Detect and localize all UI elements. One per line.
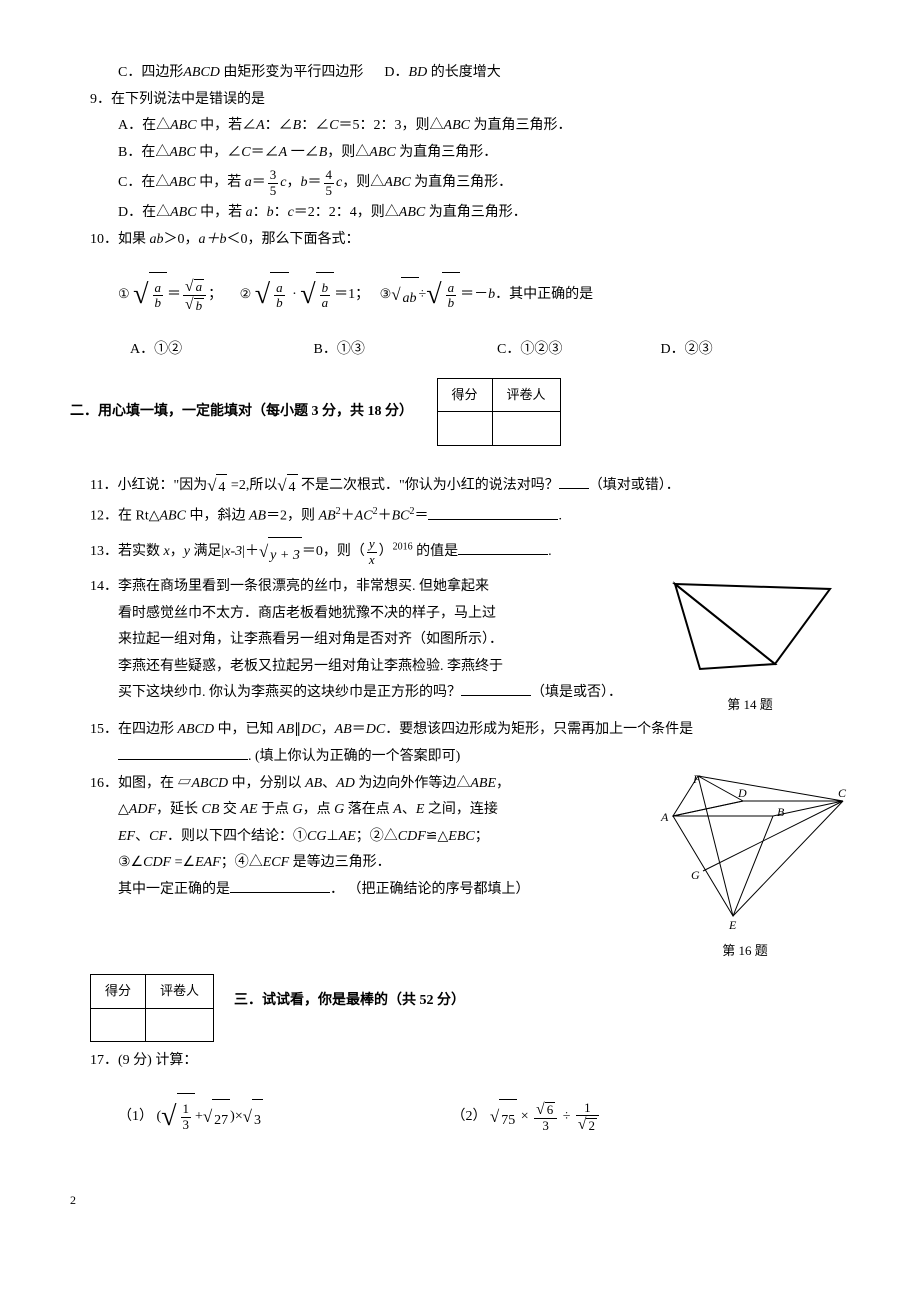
q10-optC: C．①②③ <box>497 337 657 364</box>
q14-caption: 第 14 题 <box>650 693 850 718</box>
svg-text:C: C <box>838 786 847 800</box>
q14-svg <box>660 574 840 684</box>
q9-optA: A．在△ABC 中，若∠A：∠B：∠C＝5：2：3，则△ABC 为直角三角形． <box>70 113 850 140</box>
q17-stem: 17．(9 分) 计算： <box>70 1048 850 1075</box>
blank-q14 <box>461 695 531 696</box>
svg-text:E: E <box>728 918 737 931</box>
q17-part1: （1） (√13+√27)×√3 <box>118 1075 448 1159</box>
q14-figure: 第 14 题 <box>650 574 850 717</box>
q16-svg: F D C A B G E <box>643 771 848 931</box>
q16: F D C A B G E 第 16 题 16．如图，在 ▱ABCD 中，分别以… <box>70 771 850 964</box>
q9-optD: D．在△ABC 中，若 a：b：c＝2：2：4，则△ABC 为直角三角形． <box>70 200 850 227</box>
q14: 第 14 题 14．李燕在商场里看到一条很漂亮的丝巾，非常想买. 但她拿起来 看… <box>70 574 850 717</box>
q12: 12．在 Rt△ABC 中，斜边 AB＝2，则 AB2＋AC2＋BC2＝. <box>70 502 850 530</box>
q10-stem: 10．如果 ab＞0，a＋b＜0，那么下面各式： <box>70 227 850 254</box>
score-label: 得分 <box>437 378 492 412</box>
score-label: 得分 <box>91 974 146 1008</box>
score-table-sec2: 得分评卷人 <box>437 378 561 446</box>
q17-part2: （2） √75 × √63 ÷ 1√2 <box>452 1109 601 1124</box>
score-cell <box>91 1008 146 1042</box>
q15-line2: . (填上你认为正确的一个答案即可) <box>70 744 850 771</box>
q8-options: C．四边形ABCD 由矩形变为平行四边形 D．BD 的长度增大 <box>70 60 850 87</box>
q9-optB: B．在△ABC 中，∠C＝∠A 一∠B，则△ABC 为直角三角形． <box>70 140 850 167</box>
q8-optC: C．四边形ABCD 由矩形变为平行四边形 <box>118 65 363 80</box>
q15: 15．在四边形 ABCD 中，已知 AB∥DC，AB＝DC．要想该四边形成为矩形… <box>70 717 850 744</box>
blank-q11 <box>559 488 589 489</box>
grader-label: 评卷人 <box>492 378 560 412</box>
q10-expressions: ① √ab＝√a√b； ② √ab · √ba＝1； ③√ab÷√ab＝－b．其… <box>70 253 850 337</box>
q16-figure: F D C A B G E 第 16 题 <box>640 771 850 964</box>
score-table-sec3: 得分评卷人 <box>90 974 214 1042</box>
svg-text:A: A <box>660 810 669 824</box>
score-cell <box>437 412 492 446</box>
q10-optB: B．①③ <box>314 337 494 364</box>
svg-text:G: G <box>691 868 700 882</box>
q11: 11．小红说："因为√4 =2,所以√4 不是二次根式．"你认为小红的说法对吗？… <box>70 470 850 502</box>
svg-text:F: F <box>692 772 701 786</box>
blank-q13 <box>458 554 548 555</box>
blank-q15 <box>118 759 248 760</box>
page-number: 2 <box>70 1189 850 1212</box>
blank-q12 <box>428 519 558 520</box>
svg-text:D: D <box>737 786 747 800</box>
section3-title: 三．试试看，你是最棒的（共 52 分） <box>234 974 465 1015</box>
q10-optA: A．①② <box>130 337 310 364</box>
q16-caption: 第 16 题 <box>640 939 850 964</box>
q9-stem: 9．在下列说法中是错误的是 <box>70 87 850 114</box>
grader-cell <box>492 412 560 446</box>
grader-cell <box>146 1008 214 1042</box>
section2-title: 二．用心填一填，一定能填对（每小题 3 分，共 18 分） <box>70 399 413 426</box>
q9-optC: C．在△ABC 中，若 a＝35c，b＝45c，则△ABC 为直角三角形． <box>70 166 850 200</box>
q10-options: A．①② B．①③ C．①②③ D．②③ <box>70 337 850 364</box>
section2-header: 二．用心填一填，一定能填对（每小题 3 分，共 18 分） 得分评卷人 <box>70 378 850 446</box>
q17-parts: （1） (√13+√27)×√3 （2） √75 × √63 ÷ 1√2 <box>70 1075 850 1159</box>
blank-q16 <box>230 892 330 893</box>
q10-optD: D．②③ <box>661 337 821 364</box>
q8-optD: D．BD 的长度增大 <box>384 65 500 80</box>
section3-header: 得分评卷人 三．试试看，你是最棒的（共 52 分） <box>70 974 850 1042</box>
grader-label: 评卷人 <box>146 974 214 1008</box>
q13: 13．若实数 x，y 满足|x-3|＋√y + 3＝0，则（yx）2016 的值… <box>70 530 850 574</box>
svg-text:B: B <box>777 805 785 819</box>
